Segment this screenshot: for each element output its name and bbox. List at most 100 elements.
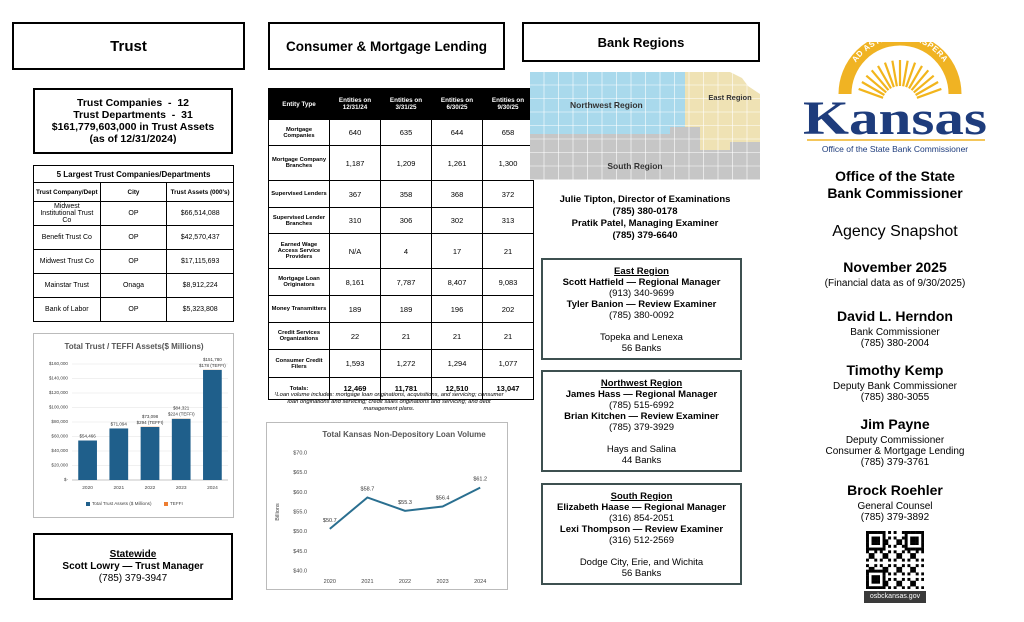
qr-module: [915, 558, 919, 562]
sun-ray: [858, 87, 884, 99]
qr-module: [907, 564, 911, 568]
qr-module: [866, 569, 869, 573]
qr-module: [904, 542, 908, 546]
qr-module: [866, 575, 869, 579]
qr-module: [896, 555, 900, 559]
statewide-contact: Statewide Scott Lowry — Trust Manager (785…: [33, 533, 233, 600]
qr-module: [888, 572, 892, 576]
table-cell: Credit Services Organizations: [268, 322, 330, 350]
motto-band: [838, 42, 962, 95]
value-label: $55.3: [398, 500, 412, 506]
legend-swatch: [164, 502, 168, 506]
manager: Scott Hatfield — Regional Manager: [562, 277, 721, 288]
qr-module: [885, 569, 889, 573]
qr-module: [904, 531, 908, 534]
qr-module: [871, 542, 875, 546]
qr-module: [871, 577, 875, 581]
region-label: South Region: [607, 161, 662, 171]
x-tick-label: 2021: [361, 579, 373, 585]
qr-module: [921, 547, 924, 551]
qr-module: [921, 536, 924, 540]
qr-module: [882, 580, 886, 584]
qr-module: [871, 575, 875, 579]
table-cell: 306: [380, 207, 432, 234]
map-regions: [530, 72, 760, 180]
snapshot-title: Agency Snapshot: [832, 223, 958, 240]
region-label: Northwest Region: [570, 100, 643, 110]
qr-module: [921, 544, 924, 548]
table-cell: Benefit Trust Co: [33, 225, 101, 250]
qr-module: [915, 536, 919, 540]
table-cell: N/A: [329, 233, 381, 269]
table-row: Mainstar Trust Onaga $8,912,224: [33, 273, 234, 298]
qr-module: [882, 583, 886, 587]
table-row: Bank of Labor OP $5,323,808: [33, 297, 234, 322]
qr-module: [896, 566, 900, 570]
table-cell: 658: [482, 119, 534, 146]
qr-module: [912, 536, 916, 540]
value-label: $50.7: [323, 518, 337, 524]
column-header: Entities on 9/30/25: [482, 88, 534, 120]
region-label: East Region: [708, 93, 752, 102]
qr-module: [871, 555, 875, 559]
table-cell: 368: [431, 180, 483, 208]
table-cell: 372: [482, 180, 534, 208]
qr-module: [901, 577, 905, 581]
qr-module: [896, 580, 900, 584]
qr-module: [910, 583, 914, 587]
table-row: Midwest Institutional Trust Co OP $66,514,…: [33, 201, 234, 226]
person-detail: Deputy Bank Commissioner: [833, 381, 957, 392]
qr-module: [901, 544, 905, 548]
qr-module: [868, 566, 872, 570]
qr-module: [893, 531, 897, 534]
chart-title: Total Kansas Non-Depository Loan Volume: [322, 430, 486, 439]
trust-table: 5 Largest Trust Companies/Departments Tru…: [33, 165, 234, 322]
qr-module: [893, 564, 897, 568]
qr-module: [868, 555, 872, 559]
qr-module: [866, 547, 869, 551]
region-office: East Region Scott Hatfield — Regional Man…: [541, 258, 742, 360]
qr-module: [910, 580, 914, 584]
table-cell: 189: [380, 295, 432, 323]
qr-module: [907, 547, 911, 551]
table-cell: Midwest Trust Co: [33, 249, 101, 274]
person-detail: (785) 379-3761: [860, 457, 930, 468]
qr-module: [882, 575, 886, 579]
qr-module: [871, 536, 875, 540]
qr-module: [910, 542, 914, 546]
sun-ray: [902, 60, 909, 87]
qr-module: [877, 580, 881, 584]
qr-module: [868, 531, 872, 534]
contact-name: Scott Lowry — Trust Manager: [62, 560, 204, 572]
qr-module: [871, 547, 875, 551]
y-tick-label: $40,000: [51, 448, 68, 453]
table-cell: 9,083: [482, 268, 534, 296]
x-tick-label: 2020: [324, 579, 336, 585]
qr-module: [882, 555, 886, 559]
x-tick-label: 2020: [82, 485, 93, 491]
logo-caption: Office of the State Bank Commissioner: [822, 144, 968, 154]
table-cell: $8,912,224: [166, 273, 234, 298]
table-cell: Mortgage Companies: [268, 119, 330, 146]
chart: Total Trust / TEFFI Assets($ Millions) $-…: [49, 342, 228, 506]
leader-line: Julie Tipton, Director of Examinations: [559, 194, 731, 205]
footnote: ¹Loan volume includes: mortgage loan ori…: [274, 392, 504, 412]
qr-module: [885, 542, 889, 546]
qr-module: [912, 580, 916, 584]
sun-ray: [865, 74, 887, 94]
examination-leaders: Julie Tipton, Director of Examinations (7…: [526, 194, 764, 246]
qr-module: [918, 531, 922, 534]
qr-module: [868, 569, 872, 573]
table-cell: OP: [99, 297, 168, 322]
qr-module: [921, 564, 924, 568]
table-cell: Onaga: [99, 273, 168, 298]
qr-module: [882, 569, 886, 573]
qr-module: [904, 547, 908, 551]
qr-module: [874, 536, 878, 540]
qr-module: [882, 531, 886, 534]
y-tick-label: $60,000: [51, 434, 68, 439]
qr-module: [910, 566, 914, 570]
qr-module: [899, 583, 903, 587]
y-tick-label: $-: [64, 477, 69, 482]
qr-module: [888, 586, 892, 589]
